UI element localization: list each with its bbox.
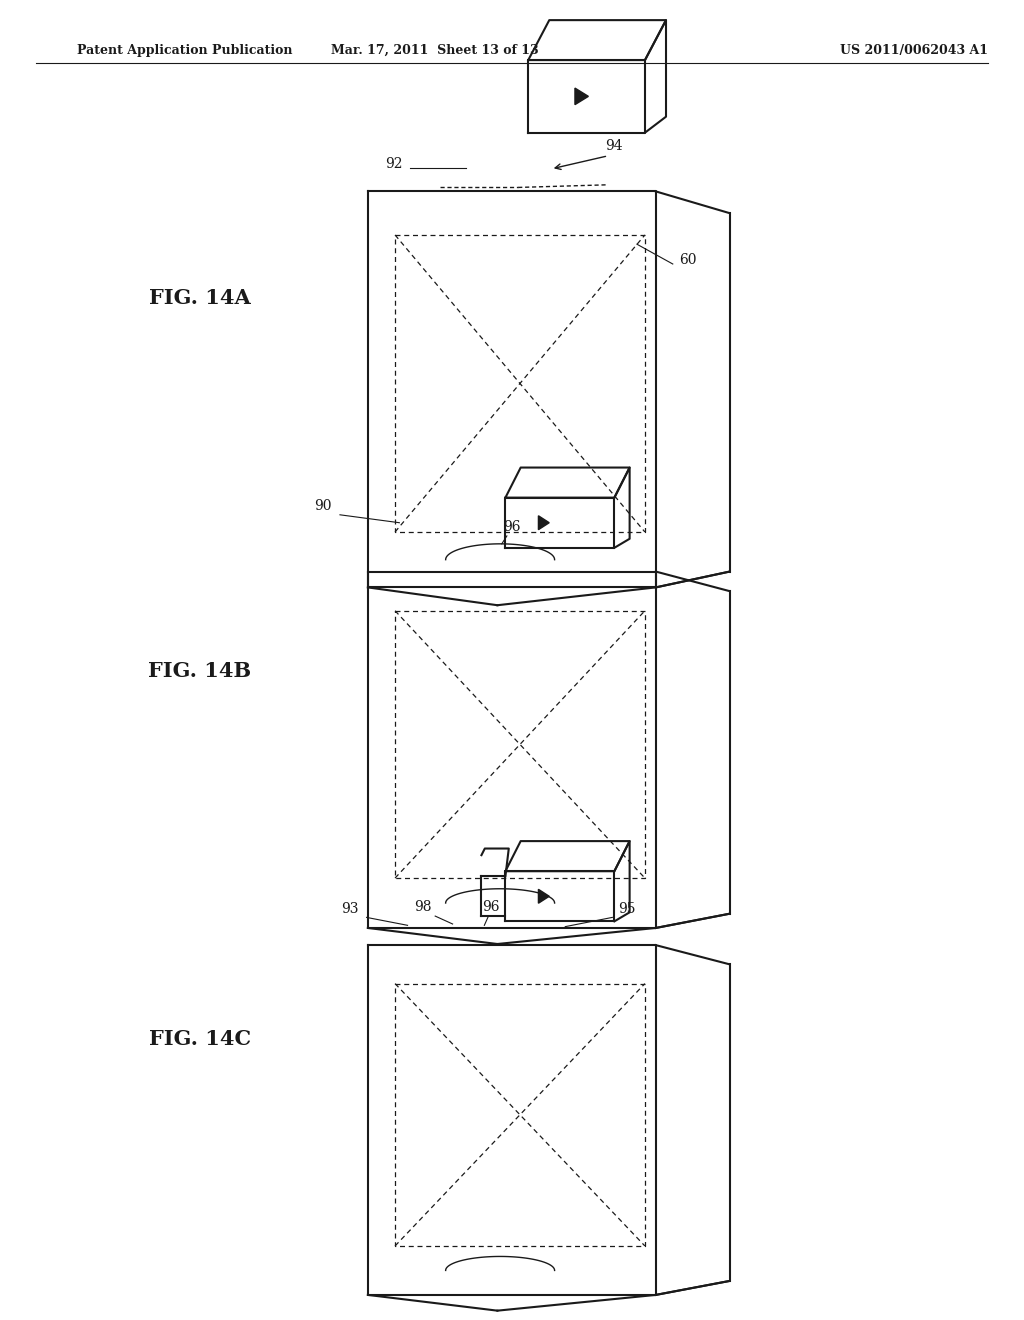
Polygon shape: [574, 88, 589, 104]
Text: US 2011/0062043 A1: US 2011/0062043 A1: [840, 44, 988, 57]
Text: FIG. 14C: FIG. 14C: [148, 1030, 251, 1049]
Text: Mar. 17, 2011  Sheet 13 of 13: Mar. 17, 2011 Sheet 13 of 13: [332, 44, 539, 57]
Text: 93: 93: [341, 903, 359, 916]
Text: 95: 95: [617, 903, 636, 916]
Text: 92: 92: [385, 157, 403, 170]
Polygon shape: [539, 890, 549, 903]
Polygon shape: [539, 516, 549, 529]
Text: Patent Application Publication: Patent Application Publication: [77, 44, 292, 57]
Text: 96: 96: [481, 900, 500, 913]
Text: 60: 60: [679, 253, 697, 267]
Text: 90: 90: [313, 499, 332, 512]
Text: FIG. 14A: FIG. 14A: [148, 288, 251, 308]
Text: 98: 98: [414, 900, 432, 913]
Text: 96: 96: [503, 520, 521, 533]
Text: 94: 94: [605, 140, 624, 153]
Text: FIG. 14B: FIG. 14B: [148, 661, 251, 681]
